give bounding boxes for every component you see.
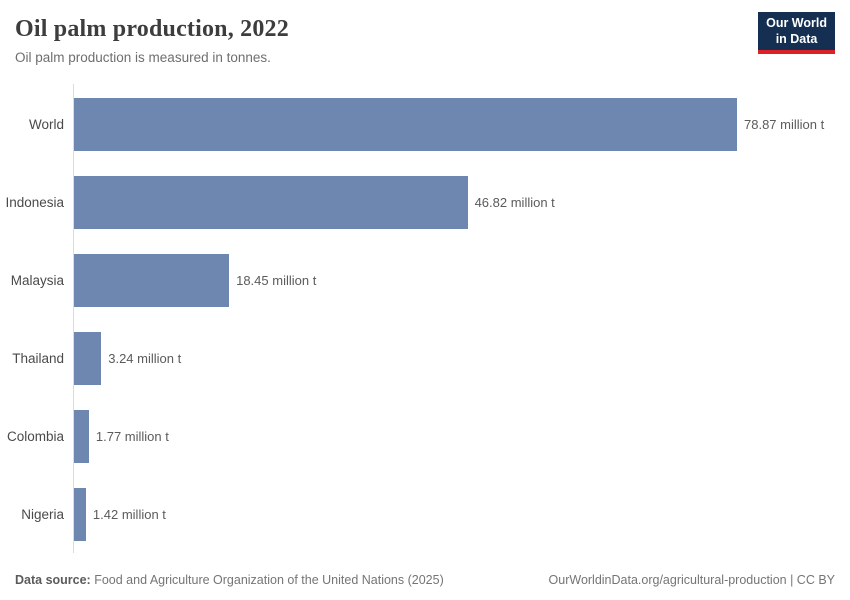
- bar-track: 3.24 million t: [74, 331, 737, 385]
- owid-logo-line1: Our World: [766, 16, 827, 30]
- bar[interactable]: [74, 409, 89, 463]
- chart-footer: Data source: Food and Agriculture Organi…: [15, 573, 835, 587]
- owid-logo: Our World in Data: [758, 12, 835, 55]
- category-label: Thailand: [12, 350, 64, 366]
- data-source-text: Food and Agriculture Organization of the…: [94, 573, 444, 587]
- chart-header: Oil palm production, 2022 Oil palm produ…: [0, 0, 850, 65]
- data-source-note: Data source: Food and Agriculture Organi…: [15, 573, 444, 587]
- bar-row: World 78.87 million t: [29, 85, 850, 163]
- value-label: 1.42 million t: [92, 506, 166, 522]
- value-label: 46.82 million t: [474, 194, 555, 210]
- bar-row: Colombia 1.77 million t: [7, 397, 850, 475]
- bar-track: 46.82 million t: [74, 175, 737, 229]
- owid-logo-line2: in Data: [775, 31, 818, 46]
- bar-track: 18.45 million t: [74, 253, 737, 307]
- y-axis-line: [73, 84, 74, 553]
- bar[interactable]: [74, 331, 102, 385]
- category-label: Malaysia: [10, 272, 64, 288]
- bar[interactable]: [74, 97, 737, 151]
- chart-subtitle: Oil palm production is measured in tonne…: [15, 50, 271, 65]
- category-label: Nigeria: [21, 506, 64, 522]
- value-label: 18.45 million t: [236, 272, 317, 288]
- bar[interactable]: [74, 253, 230, 307]
- bar-row: Thailand 3.24 million t: [12, 319, 850, 397]
- category-label: Colombia: [6, 428, 64, 444]
- bar-track: 1.42 million t: [74, 487, 737, 541]
- page-title: Oil palm production, 2022: [15, 16, 289, 42]
- category-label: World: [28, 116, 64, 132]
- value-label: 3.24 million t: [108, 350, 182, 366]
- bar[interactable]: [74, 175, 468, 229]
- category-label: Indonesia: [5, 194, 64, 210]
- bar-row: Malaysia 18.45 million t: [11, 241, 850, 319]
- bar-row: Nigeria 1.42 million t: [21, 475, 850, 553]
- data-source-label: Data source:: [15, 573, 91, 587]
- bar-rows: World 78.87 million t Indonesia 46.82 milli…: [5, 85, 850, 553]
- bar-row: Indonesia 46.82 million t: [5, 163, 850, 241]
- bar-track: 1.77 million t: [74, 409, 737, 463]
- bar-chart: World 78.87 million t Indonesia 46.82 milli…: [5, 84, 850, 553]
- value-label: 1.77 million t: [95, 428, 169, 444]
- value-label: 78.87 million t: [744, 116, 825, 132]
- bar-track: 78.87 million t: [74, 97, 824, 151]
- bar[interactable]: [74, 487, 86, 541]
- license-link[interactable]: OurWorldinData.org/agricultural-producti…: [548, 573, 835, 587]
